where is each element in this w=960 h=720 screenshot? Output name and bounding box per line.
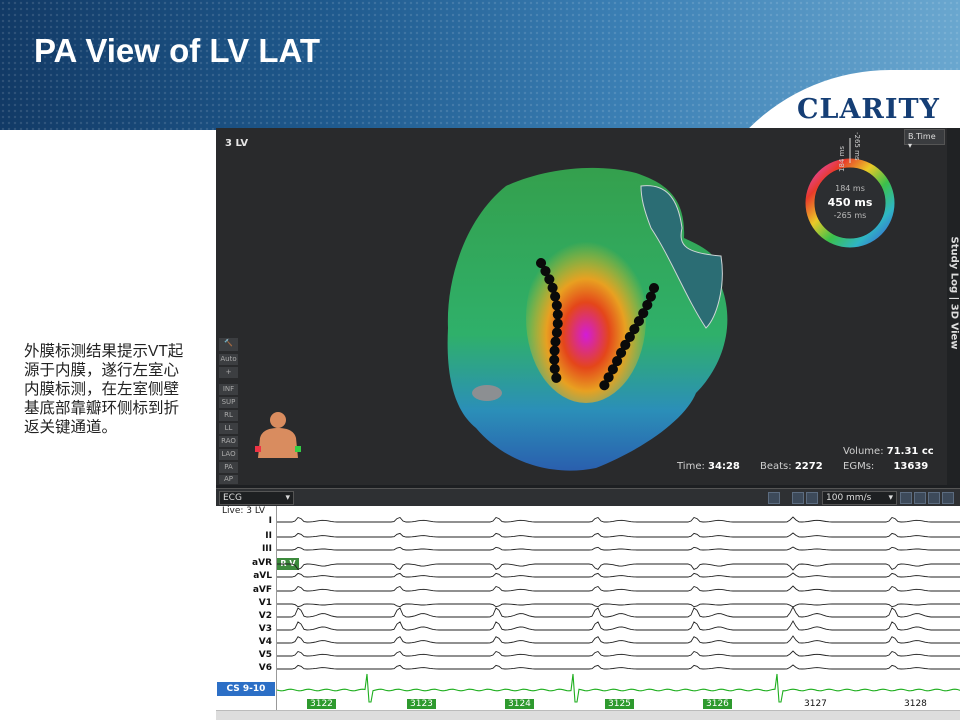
ecg-tool-icon-7[interactable] (942, 492, 954, 504)
ecg-tool-icon-6[interactable] (928, 492, 940, 504)
time-label: Time: (677, 461, 705, 472)
lead-label: V3 (258, 624, 272, 634)
beat-number: 3122 (307, 699, 336, 709)
lead-label: III (261, 544, 272, 554)
view-inf-button[interactable]: INF (219, 384, 238, 395)
lead-label: V4 (258, 637, 272, 647)
title-banner: PA View of LV LAT CLARITY (0, 0, 960, 130)
wheel-top-value: 184 ms (835, 184, 865, 193)
ecg-lead-trace (277, 546, 960, 551)
lead-label: aVR (252, 558, 272, 568)
ablation-line-left (536, 258, 563, 388)
ecg-traces: 3122 3123 3124 3125 3126 3127 3128 (276, 506, 960, 720)
view-rl-button[interactable]: RL (219, 410, 238, 421)
ecg-tool-icon-2[interactable] (792, 492, 804, 504)
view-ll-button[interactable]: LL (219, 423, 238, 434)
ecg-selector[interactable]: ECG ▾ (219, 491, 294, 505)
beat-number: 3124 (505, 699, 534, 709)
valve-plane (640, 185, 723, 329)
map-type-value: B.Time (908, 132, 936, 141)
lat-map-svg (447, 138, 895, 471)
beat-number: 3123 (407, 699, 436, 709)
ecg-lead-trace (277, 650, 960, 657)
ecg-lead-trace (277, 532, 960, 538)
lead-label: V2 (258, 611, 272, 621)
view-auto-button[interactable]: Auto (219, 354, 238, 365)
scar-patch (472, 385, 502, 401)
egms-label: EGMs: (843, 461, 875, 472)
cs-trace (277, 673, 960, 703)
volume-label: Volume: (843, 446, 884, 457)
beat-number: 3125 (605, 699, 634, 709)
beats-value: 2272 (794, 461, 823, 472)
ecg-panel: Live: 3 LV I II III aVR aVL aVF V1 V2 V3… (216, 506, 960, 720)
wheel-tick-b: -265 ms (853, 132, 861, 161)
egms-readout: EGMs: 13639 (843, 461, 928, 472)
wheel-center-value: 450 ms (827, 196, 873, 209)
ecg-lead-trace (277, 572, 960, 578)
time-value: 34:28 (708, 461, 740, 472)
sweep-speed-select[interactable]: 100 mm/s ▾ (822, 491, 897, 505)
ablation-line-right (599, 283, 659, 391)
ecg-lead-trace (277, 635, 960, 644)
lead-label: aVL (253, 571, 272, 581)
beat-number: 3126 (703, 699, 732, 709)
wheel-tick-a: 184 ms (838, 145, 846, 172)
tool-hammer-button[interactable]: 🔨 (219, 338, 238, 351)
ecg-selector-value: ECG (223, 493, 242, 503)
ecg-toolbar: ECG ▾ 100 mm/s ▾ (216, 488, 960, 506)
ecg-lead-trace (277, 664, 960, 670)
ecg-lead-trace (277, 516, 960, 523)
ecg-lead-trace (277, 603, 960, 608)
ecg-traces-svg (277, 516, 960, 703)
ecg-lead-trace (277, 620, 960, 631)
lead-labels: Live: 3 LV I II III aVR aVL aVF V1 V2 V3… (216, 506, 276, 720)
map-name: 3 LV (225, 138, 249, 149)
view-rao-button[interactable]: RAO (219, 436, 238, 447)
map-type-dropdown[interactable]: B.Time ▾ (904, 129, 945, 150)
live-label: Live: 3 LV (222, 506, 266, 516)
view-lao-button[interactable]: LAO (219, 449, 238, 460)
slide-title: PA View of LV LAT (34, 32, 321, 69)
mapping-app: 3 LV B.Time ▾ 184 ms -265 ms 184 ms 450 … (216, 128, 960, 720)
ecg-tool-icon-4[interactable] (900, 492, 912, 504)
torso-orientation-icon (255, 412, 301, 458)
ecg-lead-trace (277, 585, 960, 592)
view-pa-button[interactable]: PA (219, 462, 238, 473)
lead-label: II (265, 531, 272, 541)
ecg-tool-icon-3[interactable] (806, 492, 818, 504)
side-panel-tab[interactable]: Study Log | 3D View (947, 128, 960, 485)
ecg-horizontal-scrollbar[interactable] (216, 710, 960, 720)
sweep-speed-value: 100 mm/s (826, 493, 872, 503)
ecg-tool-icon-5[interactable] (914, 492, 926, 504)
lead-label: V5 (258, 650, 272, 660)
volume-value: 71.31 cc (886, 446, 934, 457)
early-activation (526, 233, 646, 403)
beat-number: 3127 (801, 699, 830, 709)
side-panel-tab-label: Study Log | 3D View (948, 236, 960, 350)
map-viewport[interactable]: 3 LV B.Time ▾ 184 ms -265 ms 184 ms 450 … (216, 128, 947, 485)
view-sup-button[interactable]: SUP (219, 397, 238, 408)
slide-note: 外膜标测结果提示VT起源于内膜，遂行左室心内膜标测，在左室侧壁基底部靠瓣环侧标到… (24, 343, 184, 436)
egms-value: 13639 (893, 461, 929, 472)
lead-label: V6 (258, 663, 272, 673)
volume-readout: Volume: 71.31 cc (843, 446, 934, 457)
beat-number: 3128 (901, 699, 930, 709)
beats-readout: Beats: 2272 (760, 461, 823, 472)
lead-label: aVF (252, 585, 272, 595)
cs-channel-label[interactable]: CS 9-10 (217, 682, 275, 696)
beats-label: Beats: (760, 461, 792, 472)
wheel-bottom-value: -265 ms (833, 211, 867, 220)
view-ap-button[interactable]: AP (219, 475, 238, 484)
lead-label: V1 (258, 598, 272, 608)
ecg-lead-trace (277, 563, 960, 571)
lead-label: I (268, 516, 272, 526)
clarity-logo: CLARITY (797, 94, 940, 125)
ecg-tool-icon-1[interactable] (768, 492, 780, 504)
ecg-lead-trace (277, 606, 960, 618)
time-readout: Time: 34:28 (677, 461, 740, 472)
view-plus-button[interactable]: + (219, 367, 238, 378)
